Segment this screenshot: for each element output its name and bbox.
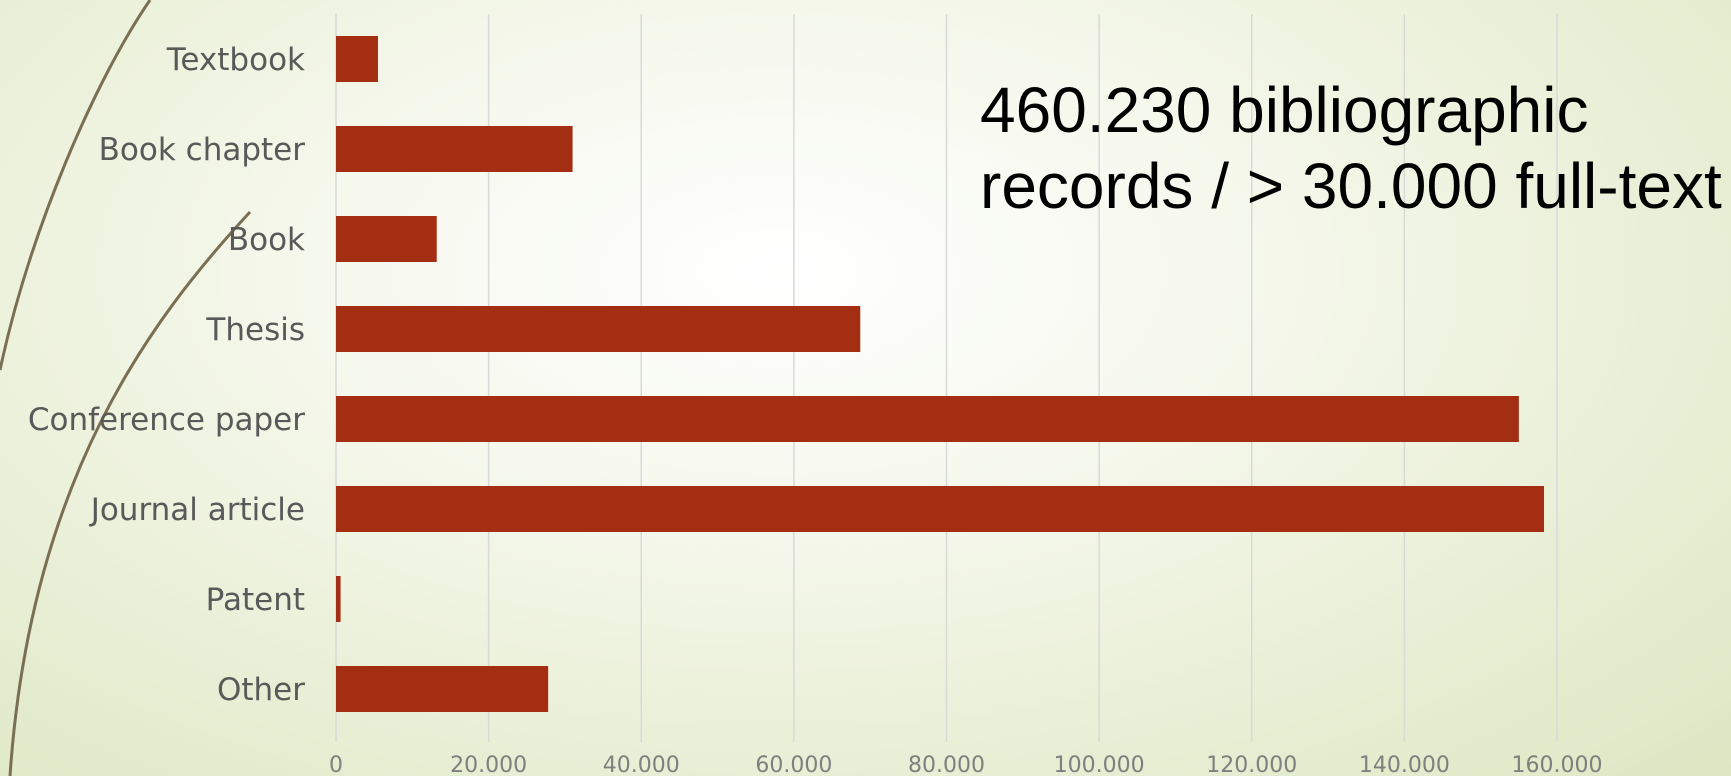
x-tick-label: 80.000 (908, 753, 985, 776)
bar-other (336, 666, 549, 712)
category-labels: Textbook Book chapter Book Thesis Conference… (28, 42, 305, 708)
category-label: Conference paper (28, 402, 305, 438)
bars (336, 36, 1545, 712)
x-axis-tick-labels: 0 20.000 40.000 60.000 80.000 100.000 120.000 1… (329, 753, 1602, 776)
x-tick-label: 0 (329, 753, 343, 776)
x-tick-label: 140.000 (1359, 753, 1450, 776)
headline-line-2: records / > 30.000 full-text (980, 150, 1722, 222)
decorative-curve-inner (8, 210, 252, 776)
x-tick-label: 20.000 (450, 753, 527, 776)
bar-journal-article (336, 486, 1545, 532)
bar-thesis (336, 306, 861, 352)
category-label: Book chapter (99, 132, 306, 168)
category-label: Textbook (166, 42, 305, 78)
bar-conference-paper (336, 396, 1519, 442)
bar-patent (336, 576, 341, 622)
x-tick-label: 40.000 (603, 753, 680, 776)
bar-textbook (336, 36, 378, 82)
x-tick-label: 160.000 (1512, 753, 1603, 776)
category-label: Other (217, 672, 305, 708)
headline: 460.230 bibliographic records / > 30.000… (980, 72, 1722, 224)
category-label: Patent (206, 582, 305, 618)
bar-book-chapter (336, 126, 573, 172)
x-tick-label: 100.000 (1054, 753, 1145, 776)
category-label: Journal article (89, 492, 305, 528)
category-label: Thesis (205, 312, 305, 348)
bar-book (336, 216, 437, 262)
decorative-curve-outer (0, 0, 152, 371)
headline-line-1: 460.230 bibliographic (980, 74, 1589, 146)
category-label: Book (228, 222, 305, 258)
x-tick-label: 60.000 (755, 753, 832, 776)
x-tick-label: 120.000 (1206, 753, 1297, 776)
